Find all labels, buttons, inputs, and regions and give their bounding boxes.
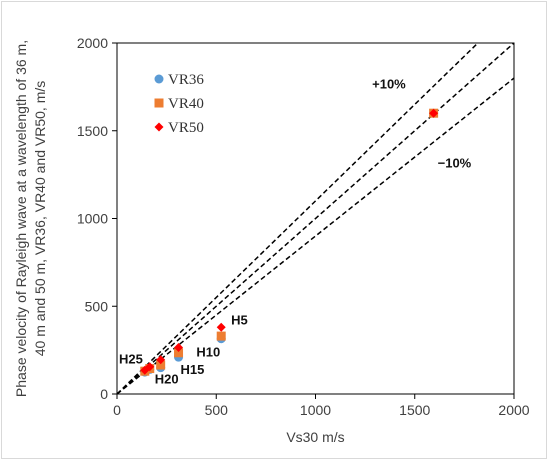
data-point-vr50 (156, 355, 166, 365)
y-tick-label: 2000 (77, 35, 108, 51)
y-tick-label: 500 (85, 298, 109, 314)
x-tick-label: 1000 (300, 402, 331, 418)
data-points (140, 108, 439, 377)
point-label: H15 (181, 362, 205, 377)
x-axis-title: Vs30 m/s (286, 429, 344, 445)
reference-lines (116, 42, 515, 395)
x-tick-label: 1500 (399, 402, 430, 418)
data-point-vr40 (174, 348, 184, 358)
data-point-vr50 (174, 342, 184, 352)
x-axis-ticks: 0 500 1000 1500 2000 (113, 394, 530, 418)
y-tick-label: 0 (100, 386, 108, 402)
annotation-label: +10% (372, 77, 406, 92)
point-label: H20 (155, 371, 179, 386)
legend-marker-vr50 (154, 122, 164, 132)
y-tick-label: 1000 (77, 211, 108, 227)
data-point-vr50 (216, 322, 226, 332)
y-axis-ticks: 0 500 1000 1500 2000 (77, 35, 117, 402)
point-label: H5 (231, 313, 248, 328)
reference-line-1 (116, 42, 515, 395)
x-tick-label: 0 (113, 402, 121, 418)
y-tick-label: 1500 (77, 123, 108, 139)
annotation-label: −10% (438, 156, 472, 171)
y-axis-title-line: Phase velocity of Rayleigh wave at a wav… (13, 40, 29, 397)
y-axis-title-line: 40 m and 50 m, VR36, VR40 and VR50, m/s (32, 81, 48, 356)
data-point-vr50 (145, 362, 155, 372)
annotations: +10% −10% (372, 77, 472, 171)
legend: VR36 VR40 VR50 (154, 72, 204, 136)
legend-label-vr40: VR40 (168, 96, 204, 112)
x-tick-label: 500 (205, 402, 229, 418)
reference-line-2 (116, 77, 515, 395)
data-point-vr40 (156, 360, 166, 370)
legend-marker-vr36 (154, 74, 164, 84)
point-label: H10 (196, 344, 220, 359)
reference-line-0 (116, 42, 479, 395)
x-tick-label: 2000 (498, 402, 529, 418)
point-label: H25 (119, 351, 143, 366)
legend-label-vr36: VR36 (168, 72, 204, 88)
data-point-vr40 (216, 331, 226, 341)
legend-marker-vr40 (154, 98, 164, 108)
y-axis-title: Phase velocity of Rayleigh wave at a wav… (13, 40, 48, 397)
data-point-vr50 (429, 108, 439, 118)
legend-label-vr50: VR50 (168, 120, 204, 136)
